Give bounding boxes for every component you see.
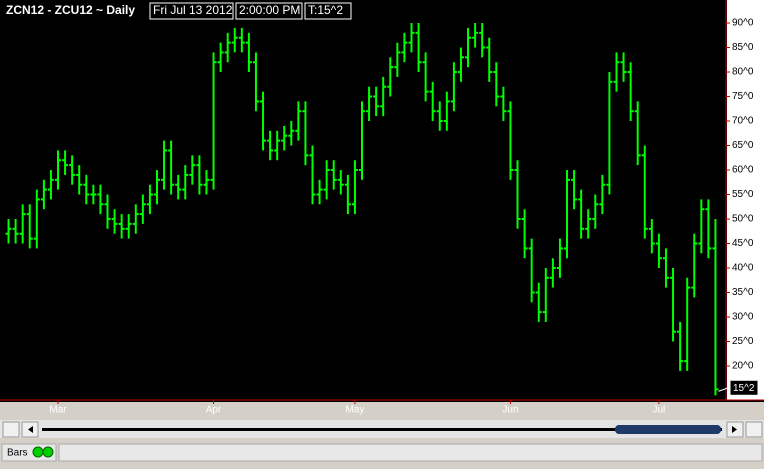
- status-bar: [58, 443, 763, 462]
- y-tick-label: 50^0: [732, 214, 754, 225]
- arrow: [732, 426, 737, 433]
- x-tick-label: Apr: [206, 405, 222, 416]
- y-tick-label: 90^0: [732, 18, 754, 29]
- status-light: [32, 446, 44, 458]
- y-tick-label: 30^0: [732, 312, 754, 323]
- last-tag-box: [304, 2, 352, 20]
- y-tick-label: 60^0: [732, 165, 754, 176]
- date-box: [149, 2, 234, 20]
- y-tick-label: 55^0: [732, 189, 754, 200]
- date-label: Fri Jul 13 2012: [153, 3, 233, 17]
- status-light: [42, 446, 54, 458]
- y-tick-label: 75^0: [732, 91, 754, 102]
- y-tick-label: 35^0: [732, 287, 754, 298]
- time-label: 2:00:00 PM: [239, 3, 300, 17]
- x-tick-label: Jul: [653, 405, 666, 416]
- time-box: [235, 2, 303, 20]
- last-tag: T:15^2: [308, 3, 343, 17]
- last-price-pointer: [718, 386, 731, 392]
- status-label: Bars: [7, 448, 28, 459]
- y-tick-label: 25^0: [732, 336, 754, 347]
- bars-tab[interactable]: [1, 443, 57, 462]
- scroll-thumb[interactable]: [615, 425, 721, 434]
- y-tick-label: 40^0: [732, 263, 754, 274]
- x-tick-label: May: [345, 405, 364, 416]
- last-price-box: [729, 379, 759, 396]
- price-axis-background: [727, 0, 764, 400]
- x-tick-label: Jun: [502, 405, 518, 416]
- scroll-left-end[interactable]: [2, 421, 20, 438]
- y-tick-label: 45^0: [732, 238, 754, 249]
- y-tick-label: 85^0: [732, 42, 754, 53]
- x-tick-label: Mar: [49, 405, 67, 416]
- y-tick-label: 20^0: [732, 361, 754, 372]
- chart-title: ZCN12 - ZCU12 ~ Daily: [6, 3, 135, 17]
- last-price-label: 15^2: [733, 383, 755, 394]
- y-tick-label: 80^0: [732, 67, 754, 78]
- plot-background: [0, 0, 764, 402]
- y-tick-label: 65^0: [732, 140, 754, 151]
- y-tick-label: 70^0: [732, 116, 754, 127]
- scroll-right-end[interactable]: [745, 421, 763, 438]
- arrow: [28, 426, 33, 433]
